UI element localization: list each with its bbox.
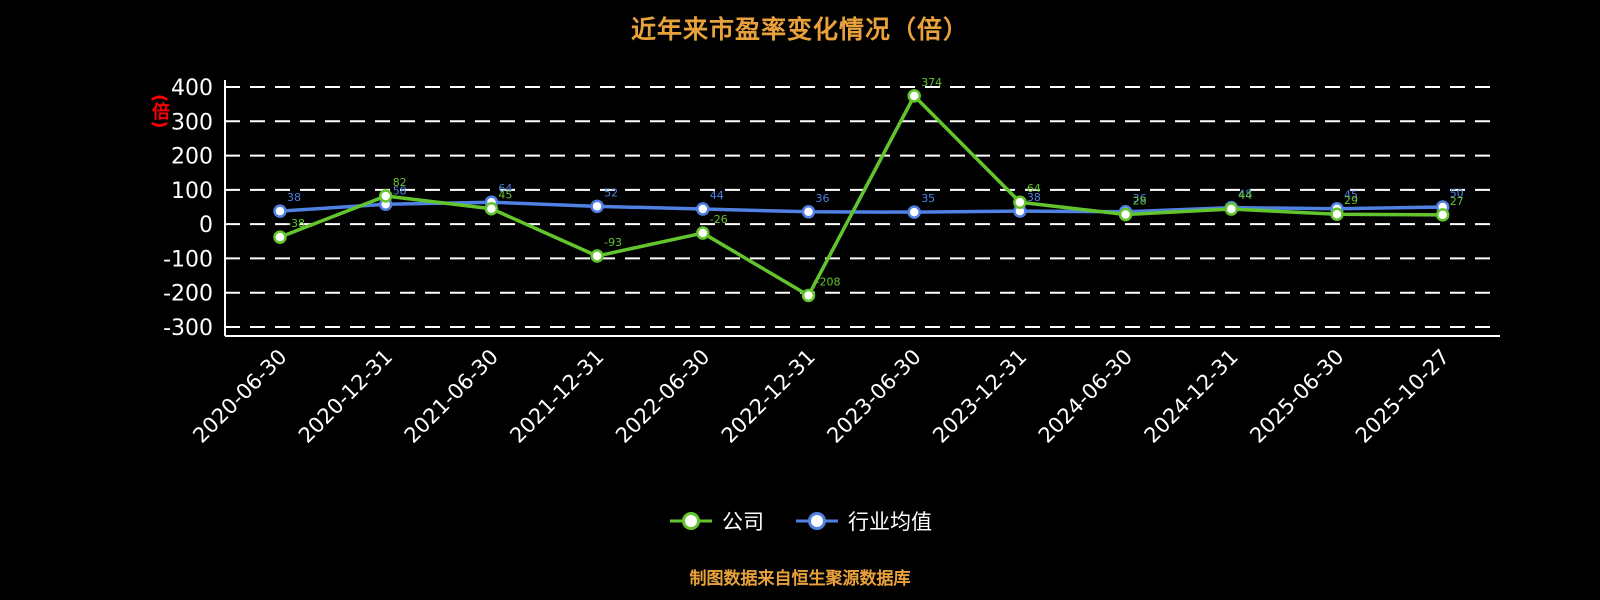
industry-value-label: 48 — [1238, 188, 1252, 201]
industry-marker — [273, 204, 287, 218]
company-marker — [1224, 202, 1239, 216]
x-tick-label: 2021-06-30 — [400, 345, 503, 448]
company-value-label: -208 — [816, 275, 841, 288]
y-tick-label: 100 — [171, 179, 213, 204]
company-value-label: -38 — [287, 217, 305, 230]
company-marker — [378, 189, 393, 203]
industry-value-label: 36 — [1133, 192, 1147, 205]
x-tick-label: 2023-12-31 — [928, 345, 1031, 448]
x-tick-label: 2025-10-27 — [1351, 345, 1454, 448]
company-value-label: 45 — [498, 189, 512, 202]
company-marker — [1435, 208, 1450, 222]
x-tick-label: 2023-06-30 — [822, 345, 925, 448]
company-line — [278, 94, 1445, 298]
legend-item-company[interactable]: 公司 — [668, 506, 764, 536]
company-marker — [1330, 207, 1344, 221]
company-marker — [273, 230, 287, 244]
x-tick-label: 2020-06-30 — [188, 345, 291, 448]
y-tick-label: 400 — [171, 76, 213, 101]
x-tick-label: 2024-06-30 — [1034, 345, 1137, 448]
industry-value-label: 52 — [604, 186, 618, 199]
chart-legend: 公司 行业均值 — [0, 506, 1600, 536]
legend-item-industry[interactable]: 行业均值 — [794, 506, 932, 536]
company-value-label: 374 — [921, 76, 942, 89]
company-marker — [801, 288, 816, 303]
industry-marker — [696, 202, 710, 216]
company-marker — [1013, 195, 1027, 209]
industry-value-label: 36 — [816, 192, 830, 205]
legend-label-company: 公司 — [722, 510, 764, 534]
industry-value-label: 44 — [710, 189, 724, 202]
page-title: 近年来市盈率变化情况（倍） — [630, 15, 969, 44]
industry-value-label: 35 — [921, 192, 935, 205]
y-tick-label: -100 — [163, 247, 213, 272]
industry-line — [278, 200, 1445, 214]
industry-value-label: 38 — [287, 191, 301, 204]
company-value-label: 64 — [1027, 182, 1041, 195]
industry-value-label: 64 — [498, 182, 512, 195]
industry-value-label: 45 — [1344, 189, 1358, 202]
x-tick-label: 2020-12-31 — [294, 345, 397, 448]
industry-marker — [907, 205, 921, 219]
company-marker — [907, 89, 921, 103]
company-marker — [484, 201, 499, 216]
x-tick-label: 2025-06-30 — [1245, 345, 1348, 448]
data-source-note: 制图数据来自恒生聚源数据库 — [689, 569, 911, 589]
company-value-label: -93 — [604, 236, 622, 249]
y-axis-unit-label: (倍) — [149, 94, 170, 129]
company-value-label: 44 — [1238, 189, 1252, 202]
x-tick-label: 2022-06-30 — [611, 345, 714, 448]
company-value-label: 28 — [1133, 195, 1147, 208]
company-legend-marker-icon — [670, 512, 712, 530]
company-value-label: 82 — [393, 176, 407, 189]
y-tick-label: 200 — [171, 145, 213, 170]
company-marker — [590, 249, 604, 263]
industry-value-label: 38 — [1027, 191, 1041, 204]
company-value-label: 27 — [1450, 195, 1464, 208]
y-tick-label: -300 — [163, 316, 213, 341]
legend-label-industry: 行业均值 — [848, 510, 932, 534]
industry-marker — [801, 205, 816, 219]
industry-value-label: 58 — [393, 184, 407, 197]
industry-value-label: 50 — [1450, 187, 1464, 200]
y-tick-label: 300 — [171, 110, 213, 135]
company-value-label: 29 — [1344, 194, 1358, 207]
company-marker — [696, 226, 710, 240]
y-tick-label: 0 — [199, 213, 213, 238]
x-tick-label: 2021-12-31 — [505, 345, 608, 448]
y-tick-label: -200 — [163, 282, 213, 307]
company-marker — [1118, 207, 1133, 222]
company-value-label: -26 — [710, 213, 728, 226]
industry-legend-marker-icon — [796, 512, 838, 530]
industry-marker — [590, 199, 604, 214]
x-tick-label: 2024-12-31 — [1140, 345, 1243, 448]
x-tick-label: 2022-12-31 — [717, 345, 820, 448]
